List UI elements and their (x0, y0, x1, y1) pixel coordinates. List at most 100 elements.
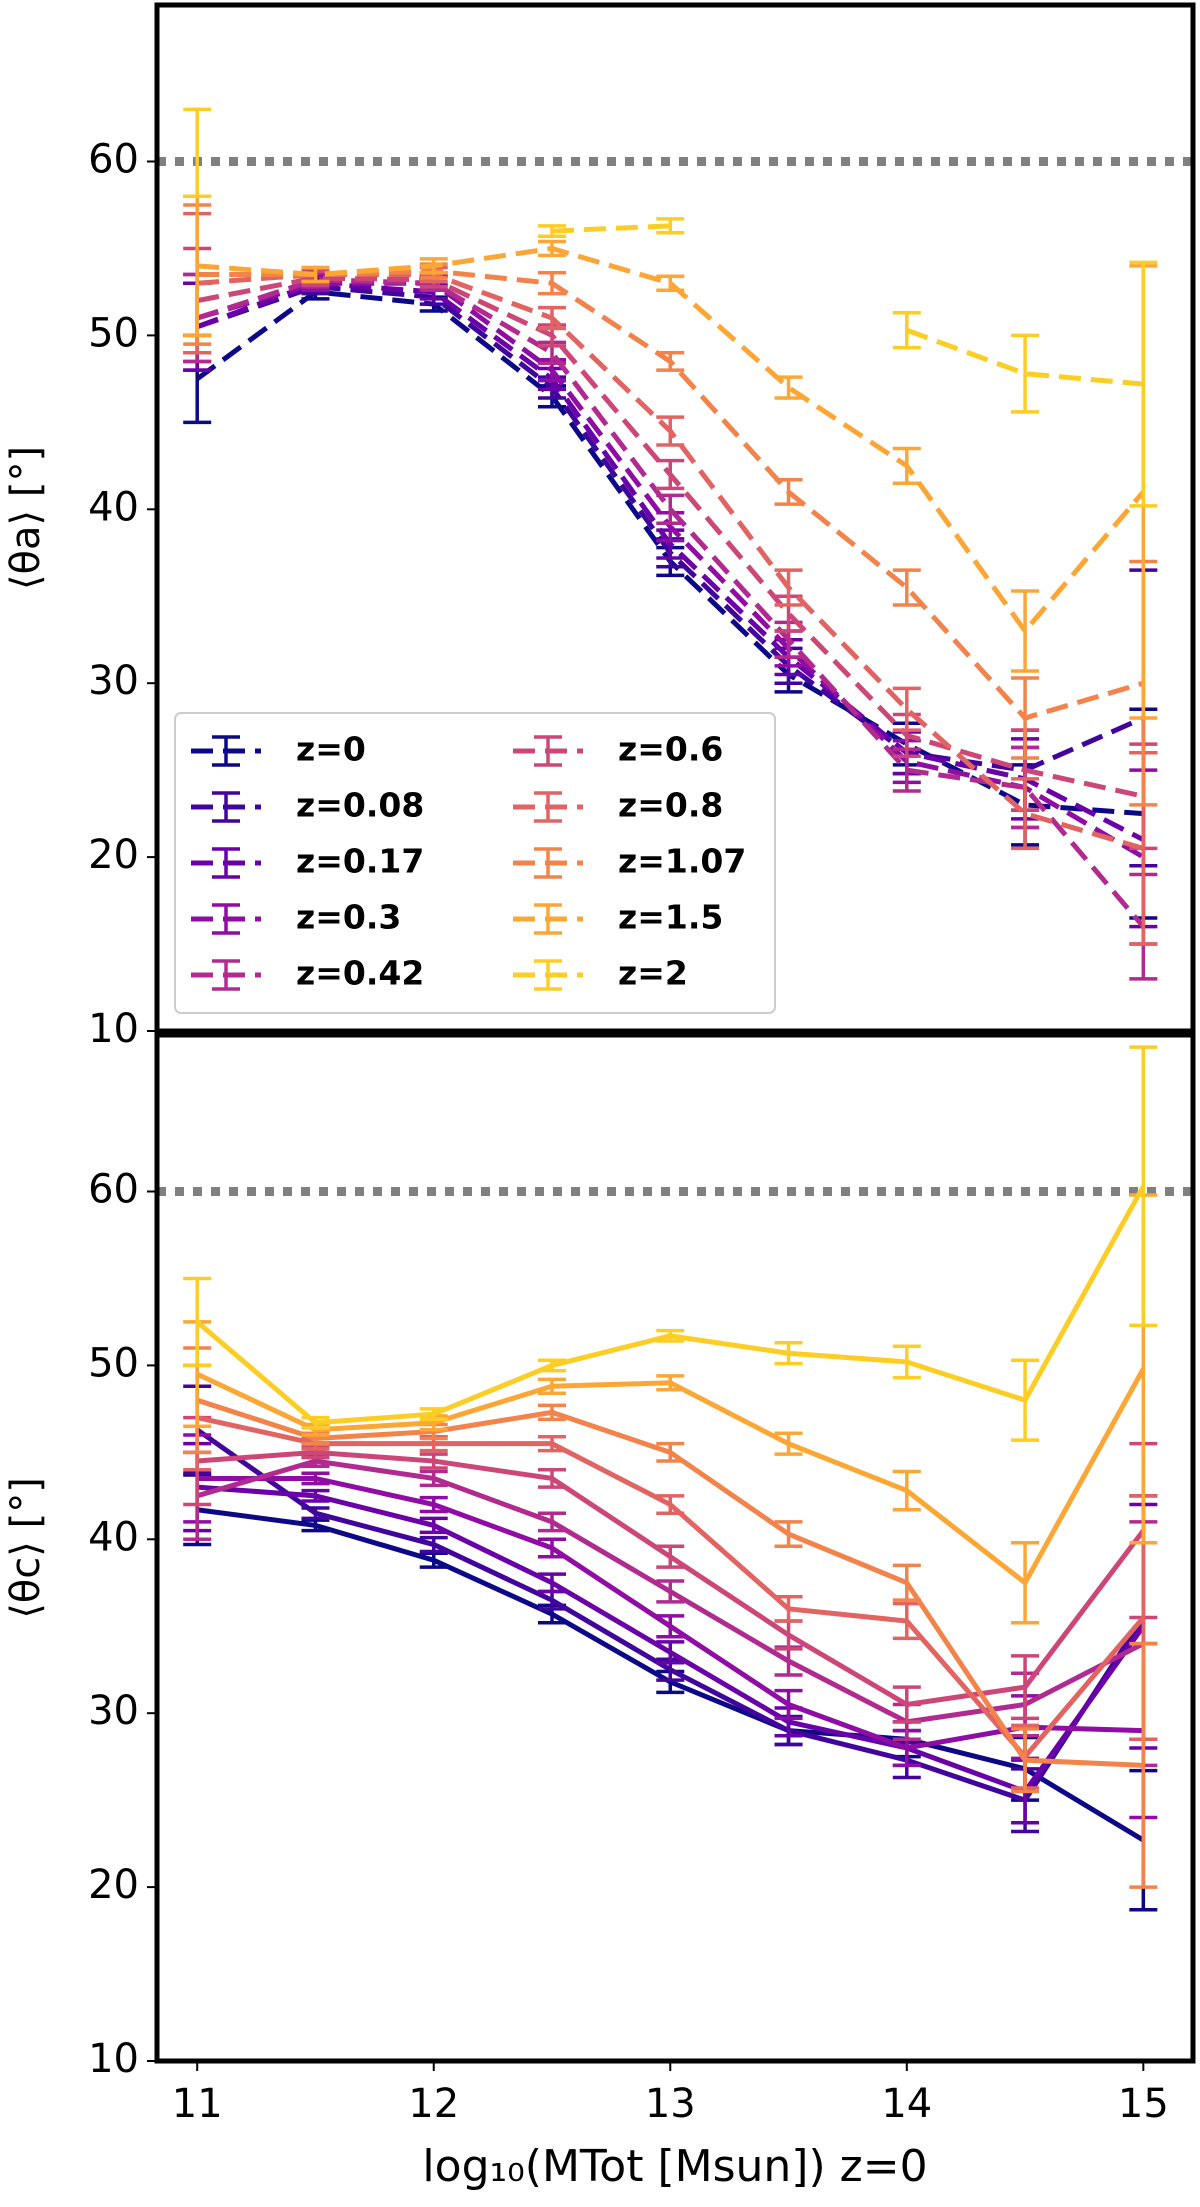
legend-label: z=0 (296, 730, 366, 769)
error-bar (656, 1614, 685, 1639)
legend-errorbar (534, 959, 562, 991)
y-tick-label: 60 (88, 1167, 139, 1213)
error-bar (656, 1328, 685, 1343)
legend-label: z=0.3 (296, 898, 401, 937)
y-axis-label: ⟨θa⟩ [°] (3, 446, 49, 590)
y-tick-label: 10 (88, 1006, 139, 1052)
error-bar (538, 1434, 567, 1453)
error-bar (538, 1537, 567, 1559)
error-bar (538, 305, 567, 331)
x-tick-label: 13 (645, 2081, 696, 2127)
legend: z=0 z=0.08 z=0.17 z=0.3 z=0.42 z=0.6 z=0.8 z=1.… (174, 712, 776, 1014)
error-bar (538, 1358, 567, 1373)
error-bar (774, 1431, 803, 1456)
legend-label: z=0.42 (296, 954, 424, 993)
error-bar (1011, 1727, 1040, 1794)
error-bar (1011, 589, 1040, 673)
error-bar (774, 477, 803, 506)
panel: 10 20 30 40 50 60 ⟨θa⟩ [°] (3, 2, 1196, 1052)
error-bar (419, 1516, 448, 1535)
axes-frame (154, 2, 1196, 1034)
error-bar (774, 1594, 803, 1623)
error-bar (538, 239, 567, 258)
error-bar (538, 1468, 567, 1489)
legend-errorbar (212, 903, 240, 935)
error-bar (301, 1415, 330, 1430)
y-tick-label: 60 (88, 137, 139, 183)
error-bar (774, 375, 803, 400)
x-tick-label: 12 (408, 2081, 459, 2127)
error-bar (656, 1579, 685, 1604)
legend-errorbar (212, 847, 240, 879)
error-bar (892, 568, 921, 607)
error-bar (892, 1685, 921, 1724)
error-bar (538, 1511, 567, 1533)
legend-errorbar (212, 735, 240, 767)
x-tick-label: 15 (1118, 2081, 1169, 2127)
error-bar (1011, 777, 1040, 851)
error-bar (892, 1469, 921, 1512)
y-tick-label: 10 (88, 2036, 139, 2082)
y-axis-label: ⟨θc⟩ [°] (3, 1477, 49, 1619)
y-tick-label: 50 (88, 1340, 139, 1386)
error-bar (656, 1374, 685, 1392)
legend-errorbar (534, 735, 562, 767)
x-axis-label: log₁₀(MTot [Msun]) z=0 (422, 2141, 927, 2192)
y-tick-label: 30 (88, 1688, 139, 1734)
error-bar (656, 415, 685, 447)
y-tick-label: 40 (88, 484, 139, 530)
error-bar (419, 1469, 448, 1488)
error-bar (892, 311, 921, 350)
error-bar (419, 257, 448, 275)
axes-frame (154, 1032, 1196, 2064)
error-bar (538, 224, 567, 239)
error-bar (656, 1441, 685, 1463)
y-tick-label: 20 (88, 832, 139, 878)
y-tick-label: 50 (88, 310, 139, 356)
error-bar (538, 271, 567, 296)
error-bar (656, 493, 685, 525)
error-bar (656, 351, 685, 372)
y-tick-label: 20 (88, 1862, 139, 1908)
error-bar (892, 1601, 921, 1641)
legend-errorbar (212, 959, 240, 991)
error-bar (301, 1488, 330, 1503)
error-bar (774, 1619, 803, 1651)
error-bar (301, 265, 330, 284)
error-bar (419, 1407, 448, 1422)
error-bar (774, 1688, 803, 1721)
error-bar (1129, 1045, 1158, 1328)
error-bar (656, 274, 685, 292)
y-tick-label: 40 (88, 1514, 139, 1560)
error-bar (656, 217, 685, 235)
series-line (197, 245, 1146, 636)
legend-errorbar (534, 903, 562, 935)
error-bar (1011, 333, 1040, 414)
error-bar (892, 446, 921, 485)
error-bar (419, 1452, 448, 1470)
error-bar (538, 1403, 567, 1422)
error-bar (1011, 1654, 1040, 1721)
legend-label: z=1.5 (618, 898, 723, 937)
legend-errorbar (212, 791, 240, 823)
error-bar (183, 107, 212, 199)
error-bar (1129, 1641, 1158, 1889)
error-bar (183, 1276, 212, 1368)
error-bar (774, 1341, 803, 1366)
error-bar (419, 1495, 448, 1514)
x-tick-label: 11 (172, 2081, 223, 2127)
error-bar (419, 1535, 448, 1554)
error-bar (892, 686, 921, 732)
x-tick-label: 14 (881, 2081, 932, 2127)
error-bar (656, 1640, 685, 1665)
error-bar (1011, 676, 1040, 760)
error-bar (774, 568, 803, 607)
error-bar (892, 1344, 921, 1380)
legend-label: z=2 (618, 954, 688, 993)
error-bar (301, 1506, 330, 1521)
error-bar (656, 1544, 685, 1569)
legend-label: z=1.07 (618, 842, 746, 881)
error-bar (774, 1520, 803, 1549)
